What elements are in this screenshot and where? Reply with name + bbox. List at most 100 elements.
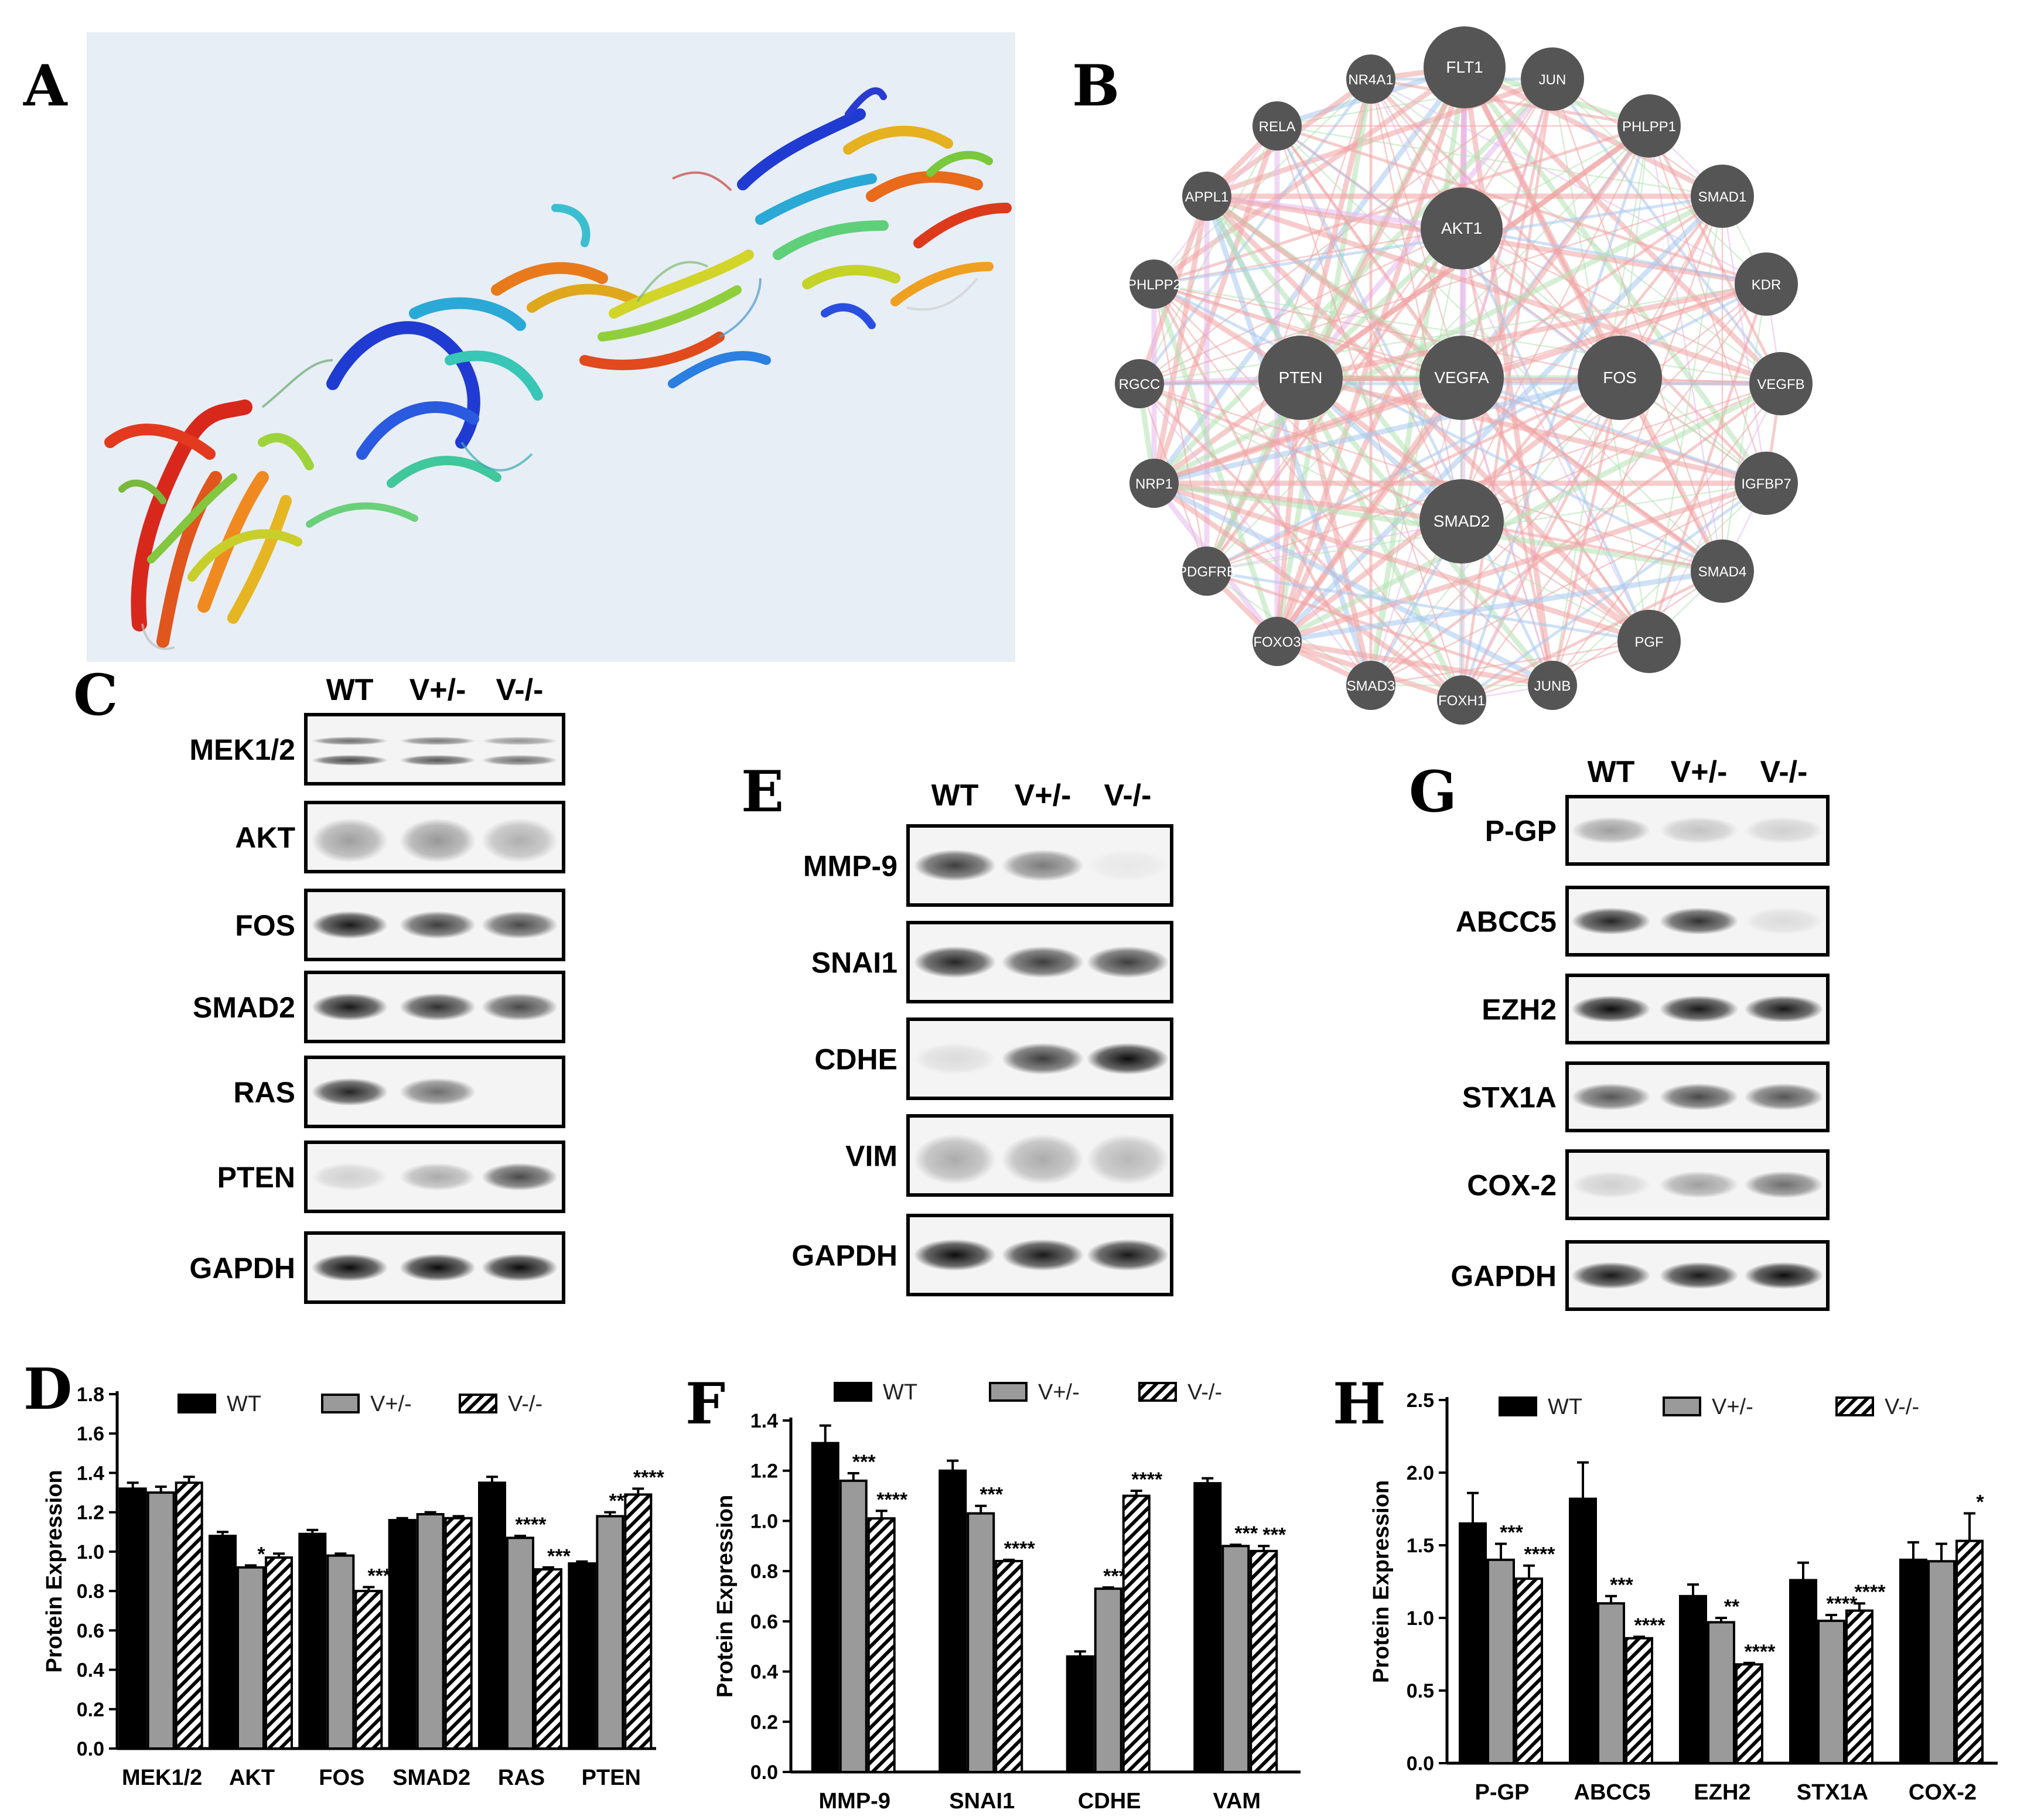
network-node-circle (1691, 539, 1754, 603)
blot-band (482, 818, 558, 863)
significance-mark: *** (1262, 1524, 1286, 1546)
blot-label-abcc5: ABCC5 (1456, 906, 1557, 938)
network-node-label: FLT1 (1446, 58, 1483, 76)
significance-mark: * (1976, 1491, 1984, 1513)
y-tick-label: 0.2 (77, 1699, 104, 1721)
network-node-vegfa: VEGFA (1419, 336, 1504, 420)
network-node-label: PDGFRB (1178, 564, 1236, 580)
network-edge (1153, 284, 1463, 701)
network-edge (1151, 196, 1210, 484)
network-edge (1461, 376, 1767, 485)
network-edge (1370, 482, 1767, 687)
blot-label-mek1-2: MEK1/2 (189, 733, 295, 766)
blot-band (312, 1078, 388, 1106)
x-tick-label-cox-2: COX-2 (1909, 1780, 1977, 1805)
significance-mark: *** (1610, 1574, 1633, 1596)
network-edge (1647, 125, 1783, 385)
network-node-label: SMAD1 (1698, 189, 1747, 205)
network-node-circle (1437, 675, 1486, 725)
bar-group-abcc5: ******* (1569, 1461, 1666, 1764)
legend-swatch (1663, 1396, 1701, 1416)
blot-band (482, 1254, 558, 1282)
blot-band (1002, 1043, 1084, 1075)
significance-mark: *** (547, 1545, 571, 1568)
network-node-label: RGCC (1119, 377, 1161, 392)
bar-ezh2-v (1707, 1621, 1735, 1764)
network-edge (1460, 125, 1651, 701)
network-node-rgcc: RGCC (1115, 359, 1164, 408)
legend-item-v: V-/- (459, 1392, 542, 1416)
bar-mmp-9-v (867, 1517, 896, 1773)
panel-label-f: F (685, 1371, 726, 1437)
blot-label-ras: RAS (233, 1076, 295, 1109)
network-edge (1461, 383, 1781, 523)
bar-akt-wt (209, 1535, 237, 1750)
bar-cdhe-v (1122, 1494, 1151, 1773)
blot-band (1571, 907, 1651, 935)
network-edge (1274, 377, 1303, 642)
blot-row-cdhe (906, 1017, 1173, 1100)
blot-band (400, 911, 476, 939)
y-tick-label: 0.4 (77, 1659, 104, 1682)
blot-band (312, 911, 388, 939)
x-tick-label-mek1-2: MEK1/2 (122, 1766, 202, 1790)
significance-mark: **** (1131, 1469, 1163, 1491)
legend-label: V+/- (1712, 1395, 1753, 1419)
lane-label-wt: WT (326, 673, 374, 707)
network-node-circle (1521, 47, 1584, 111)
blot-row-vim (906, 1114, 1173, 1197)
legend-item-wt: WT (178, 1392, 261, 1416)
y-tick-label: 1.0 (77, 1541, 104, 1563)
legend-swatch (1499, 1396, 1537, 1416)
bar-smad2-v (416, 1513, 445, 1750)
bar-group-stx1a: ******** (1789, 1561, 1886, 1764)
bar-cox-2-v (1955, 1539, 1984, 1764)
blot-band (1659, 907, 1739, 935)
bar-p-gp-v (1515, 1577, 1543, 1764)
bar-vam-wt (1193, 1482, 1222, 1773)
blot-band (1744, 1171, 1824, 1198)
blot-row-snai1 (906, 921, 1173, 1003)
western-blot-c: WT V+/- V-/- MEK1/2 AKT FOS SMAD2 RAS PTEN GAPDH (189, 673, 565, 1304)
network-edge (1460, 194, 1724, 380)
bar-snai1-v (967, 1512, 995, 1773)
lane-label-v: V-/- (1760, 755, 1808, 789)
network-edge (1138, 383, 1463, 701)
bar-pten-v (624, 1493, 653, 1750)
network-edge (1648, 196, 1724, 642)
bar-group-cox-2: * (1899, 1491, 1984, 1764)
blot-label-snai1: SNAI1 (811, 947, 897, 979)
bar-cox-2-v (1927, 1560, 1955, 1764)
panel-label-c: C (73, 662, 118, 728)
significance-mark: **** (1634, 1614, 1666, 1637)
network-edge (1206, 569, 1650, 643)
network-edge (1721, 196, 1767, 484)
network-edge (1300, 281, 1767, 381)
legend-label: V+/- (1038, 1380, 1080, 1405)
legend-swatch (459, 1394, 497, 1413)
blot-label-cox-2: COX-2 (1467, 1169, 1557, 1202)
x-tick-label-pten: PTEN (582, 1766, 641, 1790)
blot-label-p-gp: P-GP (1485, 815, 1557, 848)
lane-label-v: V+/- (1015, 778, 1071, 812)
network-edge (1206, 193, 1782, 387)
legend-swatch (1835, 1396, 1874, 1416)
x-tick-label-akt: AKT (229, 1766, 275, 1790)
blot-row-abcc5 (1565, 886, 1830, 957)
blot-band (1087, 849, 1169, 882)
bar-akt-v (265, 1556, 293, 1750)
blot-label-pten: PTEN (217, 1161, 295, 1194)
blot-row-fos (304, 889, 565, 961)
blot-band (1744, 995, 1824, 1023)
significance-mark: * (257, 1543, 265, 1565)
network-node-circle (1419, 336, 1504, 420)
blot-band (312, 818, 388, 863)
network-node-circle (1258, 336, 1343, 420)
significance-mark: *** (980, 1484, 1003, 1506)
lane-label-wt: WT (1588, 755, 1635, 789)
network-node-rela: RELA (1252, 101, 1302, 151)
blot-row-mek1-2 (304, 713, 565, 786)
network-node-label: APPL1 (1185, 189, 1229, 205)
network-edge (1153, 480, 1650, 644)
network-node-label: PTEN (1279, 368, 1323, 387)
